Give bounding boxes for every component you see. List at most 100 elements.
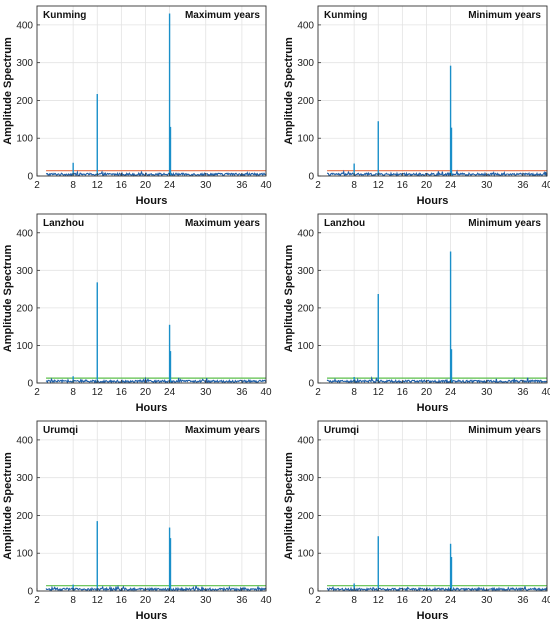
x-tick-label: 16 (116, 180, 128, 191)
plot-area (37, 421, 266, 591)
y-tick-label: 300 (297, 266, 314, 277)
y-tick-label: 300 (16, 58, 33, 69)
y-tick-label: 200 (297, 303, 314, 314)
station-label: Urumqi (43, 425, 78, 436)
plot-area (318, 421, 547, 591)
y-tick-label: 0 (27, 587, 33, 598)
x-tick-label: 24 (445, 180, 457, 191)
x-tick-label: 8 (70, 180, 76, 191)
y-axis-label: Amplitude Spectrum (283, 452, 295, 560)
chart-panel: 2 8 12 16 20 24 30 36 400100200300400HoursAmplit… (283, 5, 550, 207)
x-tick-label: 30 (200, 387, 212, 398)
x-tick-label: 16 (116, 387, 128, 398)
plot-frame (317, 420, 548, 592)
y-tick-label: 300 (297, 473, 314, 484)
plot-area (37, 214, 266, 383)
y-tick-label: 200 (16, 303, 33, 314)
period-label: Maximum years (185, 218, 260, 229)
spectrum-line (45, 169, 267, 177)
x-tick-label: 20 (140, 387, 152, 398)
y-tick-label: 100 (297, 341, 314, 352)
x-tick-label: 2 (315, 180, 321, 191)
x-tick-label: 20 (140, 180, 152, 191)
plot-area (318, 214, 547, 383)
x-tick-label: 20 (140, 595, 152, 606)
y-tick-label: 400 (297, 228, 314, 239)
x-tick-label: 12 (373, 595, 385, 606)
x-tick-label: 2 (34, 387, 40, 398)
x-tick-label: 36 (517, 387, 529, 398)
x-tick-label: 16 (397, 180, 409, 191)
x-tick-label: 40 (260, 387, 272, 398)
x-tick-label: 24 (445, 595, 457, 606)
y-tick-label: 0 (27, 379, 33, 390)
y-tick-label: 200 (16, 96, 33, 107)
x-axis-label: Hours (136, 402, 168, 414)
x-tick-label: 16 (397, 387, 409, 398)
x-axis-label: Hours (417, 402, 449, 414)
x-tick-label: 8 (70, 595, 76, 606)
period-label: Maximum years (185, 425, 260, 436)
period-label: Maximum years (185, 10, 260, 21)
x-tick-label: 30 (481, 387, 493, 398)
x-tick-label: 36 (236, 595, 248, 606)
plot-frame (36, 420, 267, 592)
x-tick-label: 40 (541, 180, 550, 191)
y-tick-label: 400 (16, 228, 33, 239)
x-tick-label: 20 (421, 595, 433, 606)
x-tick-label: 30 (481, 180, 493, 191)
y-tick-label: 300 (16, 266, 33, 277)
plot-frame (36, 5, 267, 177)
chart-panel: 2 8 12 16 20 24 30 36 400100200300400HoursAmplit… (2, 5, 272, 207)
x-tick-label: 36 (517, 180, 529, 191)
x-tick-label: 24 (445, 387, 457, 398)
station-label: Lanzhou (43, 218, 84, 229)
station-label: Kunming (324, 10, 367, 21)
y-tick-label: 400 (297, 435, 314, 446)
x-tick-label: 12 (92, 595, 104, 606)
x-tick-label: 12 (92, 387, 104, 398)
x-tick-label: 8 (351, 180, 357, 191)
x-axis-label: Hours (136, 195, 168, 207)
x-axis-label: Hours (136, 610, 168, 622)
y-tick-label: 100 (297, 134, 314, 145)
chart-panel: 2 8 12 16 20 24 30 36 400100200300400HoursAmplit… (2, 420, 272, 622)
y-tick-label: 0 (308, 379, 314, 390)
x-tick-label: 40 (541, 595, 550, 606)
y-tick-label: 100 (16, 549, 33, 560)
spectrum-line (326, 376, 548, 384)
y-tick-label: 200 (297, 96, 314, 107)
x-tick-label: 36 (517, 595, 529, 606)
x-tick-label: 36 (236, 180, 248, 191)
y-tick-label: 0 (27, 172, 33, 183)
period-label: Minimum years (468, 425, 541, 436)
x-tick-label: 16 (116, 595, 128, 606)
spectrum-line (45, 376, 267, 384)
x-tick-label: 2 (34, 595, 40, 606)
y-axis-label: Amplitude Spectrum (2, 452, 14, 560)
x-tick-label: 8 (70, 387, 76, 398)
x-tick-label: 24 (164, 595, 176, 606)
y-tick-label: 100 (16, 134, 33, 145)
x-tick-label: 8 (351, 595, 357, 606)
x-tick-label: 2 (34, 180, 40, 191)
x-tick-label: 16 (397, 595, 409, 606)
x-tick-label: 36 (236, 387, 248, 398)
x-tick-label: 30 (481, 595, 493, 606)
x-tick-label: 30 (200, 180, 212, 191)
x-tick-label: 2 (315, 595, 321, 606)
station-label: Urumqi (324, 425, 359, 436)
y-tick-label: 400 (16, 20, 33, 31)
y-tick-label: 200 (297, 511, 314, 522)
plot-area (37, 6, 266, 176)
x-axis-label: Hours (417, 195, 449, 207)
x-tick-label: 8 (351, 387, 357, 398)
x-tick-label: 2 (315, 387, 321, 398)
plot-frame (317, 213, 548, 384)
chart-panel: 2 8 12 16 20 24 30 36 400100200300400HoursAmplit… (283, 213, 550, 414)
x-tick-label: 20 (421, 180, 433, 191)
x-tick-label: 12 (373, 387, 385, 398)
x-tick-label: 12 (92, 180, 104, 191)
y-axis-label: Amplitude Spectrum (283, 37, 295, 145)
x-tick-label: 24 (164, 180, 176, 191)
